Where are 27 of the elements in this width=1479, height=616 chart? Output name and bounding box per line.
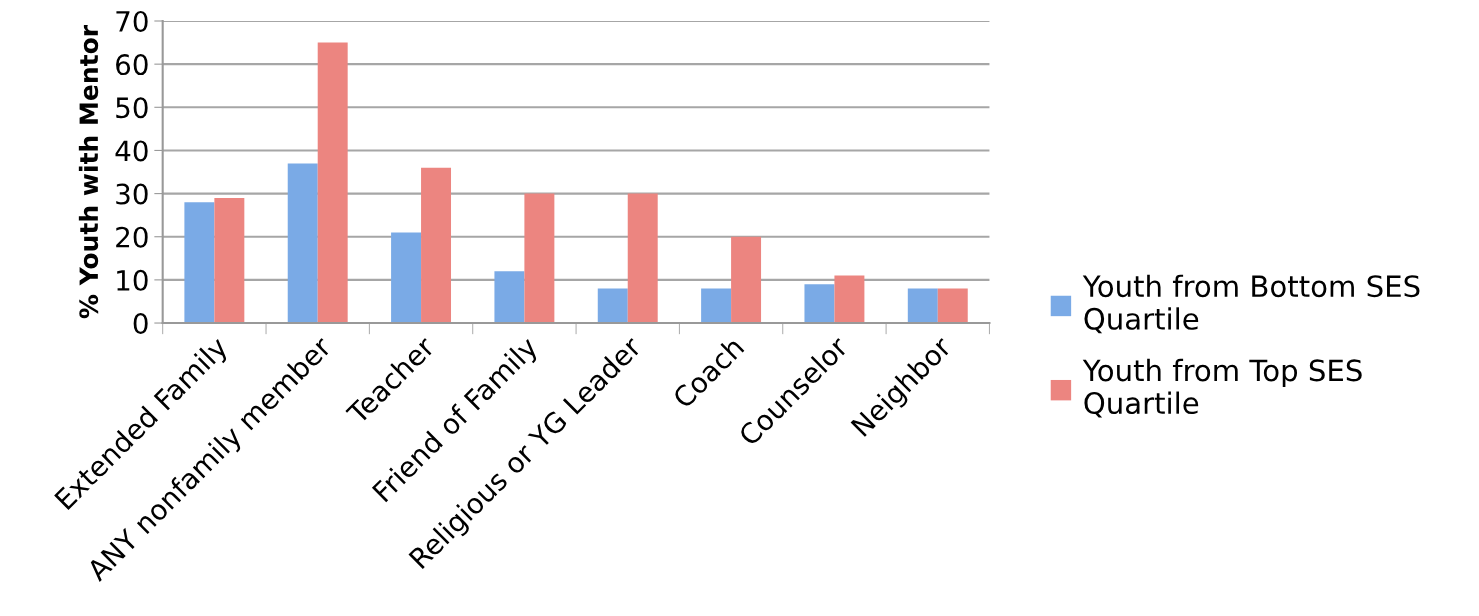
bar	[391, 232, 422, 324]
bar	[421, 167, 452, 324]
y-tick-label: 20	[116, 226, 148, 248]
bar	[907, 288, 938, 324]
bar	[731, 236, 762, 324]
y-tick-label: 0	[133, 312, 148, 334]
y-tick-label: 40	[115, 140, 148, 162]
bar	[597, 288, 628, 324]
y-tick-label: 70	[116, 10, 148, 32]
legend-label: Youth from Top SES Quartile	[1082, 358, 1362, 418]
bar	[627, 193, 658, 324]
y-tick-label: 60	[116, 54, 148, 76]
bar	[494, 271, 525, 324]
bar	[701, 288, 732, 324]
bar	[834, 275, 865, 324]
y-tick-label: 30	[116, 183, 148, 205]
bar	[524, 193, 555, 324]
bar	[804, 284, 835, 324]
bar	[287, 163, 318, 324]
bar	[214, 197, 245, 324]
bar	[937, 288, 968, 324]
y-tick-label: 10	[117, 269, 148, 291]
y-tick-label: 50	[116, 97, 148, 119]
bar	[184, 202, 215, 324]
bar	[317, 42, 348, 324]
legend-label: Youth from Bottom SES Quartile	[1082, 274, 1420, 334]
y-axis-title: % Youth with Mentor	[78, 24, 99, 319]
